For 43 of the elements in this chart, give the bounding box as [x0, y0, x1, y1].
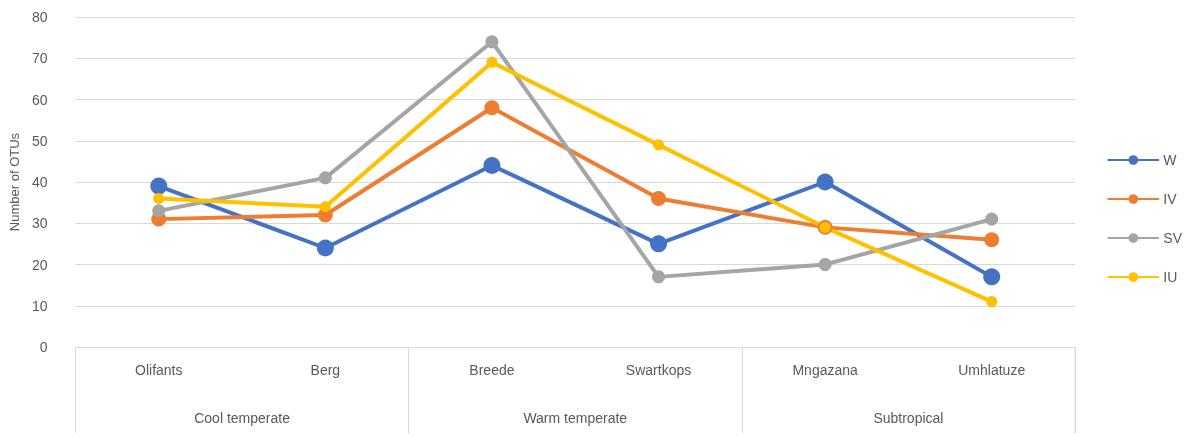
point [153, 193, 165, 204]
x-tick-label: Mngazana [792, 362, 859, 378]
y-tick-label: 80 [31, 9, 48, 25]
point [651, 191, 667, 206]
x-tick-label: Umhlatuze [958, 362, 1026, 378]
point [150, 177, 168, 195]
point [484, 100, 500, 116]
text: Warm temperate [523, 410, 628, 426]
y-tick-label: 40 [31, 174, 48, 190]
point [486, 56, 498, 68]
y-tick-label: 30 [31, 215, 48, 232]
point [653, 139, 665, 151]
x-tick-label: Olifants [135, 362, 183, 378]
y-tick-label: 70 [31, 50, 48, 67]
point [983, 268, 1001, 286]
point [652, 270, 666, 284]
point [986, 296, 998, 308]
x-tick-label: Berg [310, 362, 341, 378]
point [316, 239, 334, 257]
y-tick-label: 10 [31, 297, 48, 314]
text: Cool temperate [194, 410, 291, 426]
y-axis-title: Number of OTUs [7, 132, 22, 232]
legend-label: IU [1163, 269, 1178, 285]
y-tick-label: 0 [39, 339, 48, 355]
x-tick-label: Swartkops [625, 362, 692, 378]
x-tick-label: Breede [469, 362, 515, 378]
point [818, 258, 832, 271]
point [485, 35, 499, 49]
point [984, 232, 1000, 248]
text: Subtropical [873, 410, 944, 426]
point [650, 235, 668, 253]
point [152, 204, 166, 218]
legend-label: IV [1163, 191, 1178, 207]
y-tick-label: 50 [31, 132, 48, 149]
point [816, 173, 834, 191]
y-tick-label: 20 [31, 256, 48, 273]
legend-label: SV [1163, 230, 1183, 246]
point [319, 201, 331, 213]
point [318, 171, 332, 185]
point [483, 157, 501, 174]
y-tick-label: 60 [31, 91, 48, 108]
legend-label: W [1163, 152, 1178, 168]
point [985, 212, 999, 226]
